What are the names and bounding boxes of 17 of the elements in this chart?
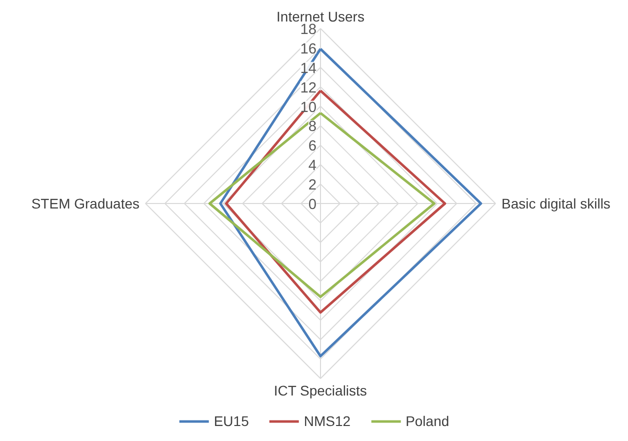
y-tick-label: 2 xyxy=(308,178,317,194)
y-tick-label: 4 xyxy=(308,158,317,174)
spoke-label: STEM Graduates xyxy=(31,196,140,212)
y-tick-label: 16 xyxy=(300,41,317,58)
y-tick-label: 18 xyxy=(300,22,317,38)
spoke-label: Internet Users xyxy=(276,8,364,24)
spoke-label: ICT Specialists xyxy=(274,382,367,398)
y-tick-label: 8 xyxy=(308,119,317,136)
legend-label: NMS12 xyxy=(304,413,351,429)
legend-label: EU15 xyxy=(214,413,249,429)
spoke-label: Basic digital skills xyxy=(502,196,610,212)
y-tick-label: 10 xyxy=(300,100,317,116)
legend-label: Poland xyxy=(406,413,450,429)
y-tick-label: 0 xyxy=(308,197,317,213)
y-tick-label: 14 xyxy=(300,60,317,77)
y-tick-label: 12 xyxy=(300,80,317,96)
y-tick-label: 6 xyxy=(308,138,317,155)
